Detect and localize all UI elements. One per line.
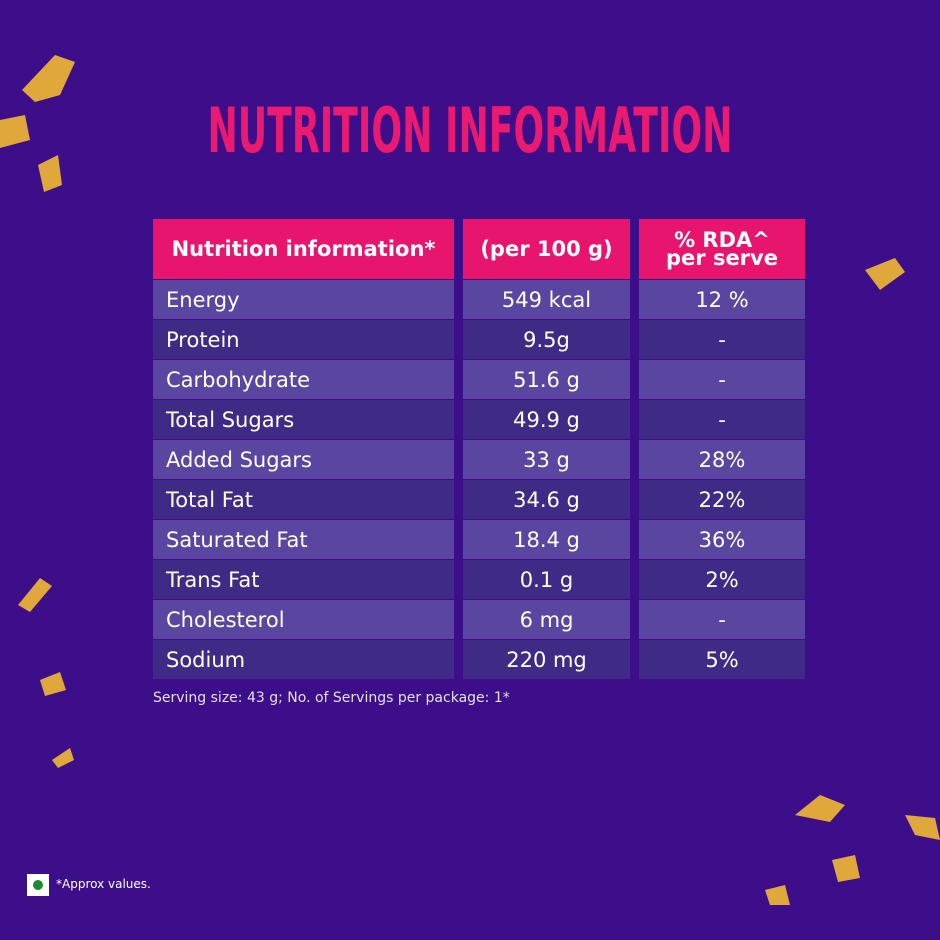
table-cell: Total Fat (153, 480, 454, 519)
nut-pieces (0, 55, 940, 905)
table-cell: Saturated Fat (153, 520, 454, 559)
table-cell: Trans Fat (153, 560, 454, 599)
table-cell: 51.6 g (463, 360, 630, 399)
table-cell: Cholesterol (153, 600, 454, 639)
table-cell: Carbohydrate (153, 360, 454, 399)
table-cell: 22% (639, 480, 805, 519)
table-cell: 28% (639, 440, 805, 479)
veg-icon (27, 874, 49, 896)
approx-note: *Approx values. (56, 877, 151, 891)
table-cell: 18.4 g (463, 520, 630, 559)
header-cell: % RDA^ per serve (639, 219, 805, 279)
header-cell: Nutrition information* (153, 219, 454, 279)
table-cell: 0.1 g (463, 560, 630, 599)
table-cell: Protein (153, 320, 454, 359)
table-cell: Added Sugars (153, 440, 454, 479)
table-cell: Sodium (153, 640, 454, 679)
table-cell: 2% (639, 560, 805, 599)
table-cell: Energy (153, 280, 454, 319)
footnote: Serving size: 43 g; No. of Servings per … (153, 690, 510, 706)
table-cell: 5% (639, 640, 805, 679)
table-cell: - (639, 400, 805, 439)
table-cell: 34.6 g (463, 480, 630, 519)
table-cell: 549 kcal (463, 280, 630, 319)
table-cell: 36% (639, 520, 805, 559)
table-cell: 6 mg (463, 600, 630, 639)
table-cell: 220 mg (463, 640, 630, 679)
table-cell: Total Sugars (153, 400, 454, 439)
table-cell: - (639, 360, 805, 399)
table-cell: 12 % (639, 280, 805, 319)
header-cell: (per 100 g) (463, 219, 630, 279)
table-cell: - (639, 320, 805, 359)
table-cell: 9.5g (463, 320, 630, 359)
title: NUTRITION INFORMATION (208, 94, 733, 167)
table-cell: 49.9 g (463, 400, 630, 439)
table-cell: 33 g (463, 440, 630, 479)
table-cell: - (639, 600, 805, 639)
